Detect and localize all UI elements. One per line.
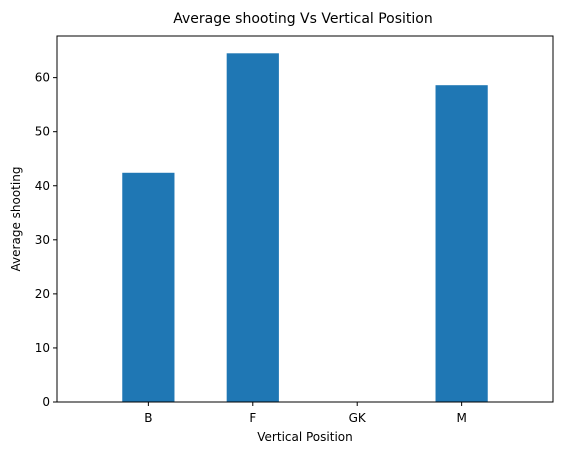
bar-f	[226, 53, 279, 402]
x-tick-label-gk: GK	[349, 411, 367, 425]
x-tick-label-m: M	[456, 411, 466, 425]
x-axis-label: Vertical Position	[257, 430, 352, 444]
y-tick-label: 30	[35, 233, 50, 247]
y-tick-label: 40	[35, 179, 50, 193]
y-tick-label: 60	[35, 71, 50, 85]
y-axis: 0 10 20 30 40 50 60	[35, 71, 57, 409]
plot-frame	[56, 35, 554, 403]
bar-m	[435, 85, 488, 402]
x-tick-label-b: B	[144, 411, 152, 425]
y-tick-label: 50	[35, 125, 50, 139]
chart-title: Average shooting Vs Vertical Position	[173, 11, 433, 27]
x-axis: B F GK M	[144, 402, 467, 425]
y-tick-label: 20	[35, 287, 50, 301]
bars-group	[122, 53, 488, 402]
bar-b	[122, 172, 175, 402]
y-axis-label: Average shooting	[9, 167, 23, 272]
x-tick-label-f: F	[249, 411, 256, 425]
y-tick-label: 10	[35, 341, 50, 355]
y-tick-label: 0	[42, 395, 50, 409]
